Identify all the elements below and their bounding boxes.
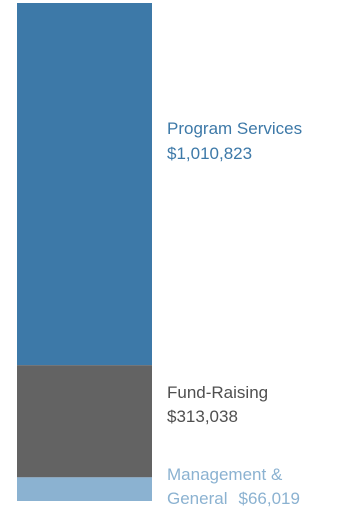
management-general-name: Management & xyxy=(167,465,283,484)
fund-raising-name: Fund-Raising xyxy=(167,383,268,402)
program-services-value: $1,010,823 xyxy=(167,144,252,163)
management-general-name-line2: General xyxy=(167,489,227,507)
program-services-name: Program Services xyxy=(167,119,302,138)
management-general-line2: General $66,019 xyxy=(167,489,300,507)
bar-segments xyxy=(17,3,152,501)
program-services-label: Program Services $1,010,823 xyxy=(167,119,302,163)
bar-management-general xyxy=(17,477,152,501)
fund-raising-value: $313,038 xyxy=(167,407,238,426)
management-general-label: Management & General $66,019 xyxy=(167,465,300,507)
management-general-value: $66,019 xyxy=(238,489,299,507)
bar-fund-raising xyxy=(17,365,152,478)
fund-raising-label: Fund-Raising $313,038 xyxy=(167,383,268,426)
bar-program-services xyxy=(17,3,152,366)
